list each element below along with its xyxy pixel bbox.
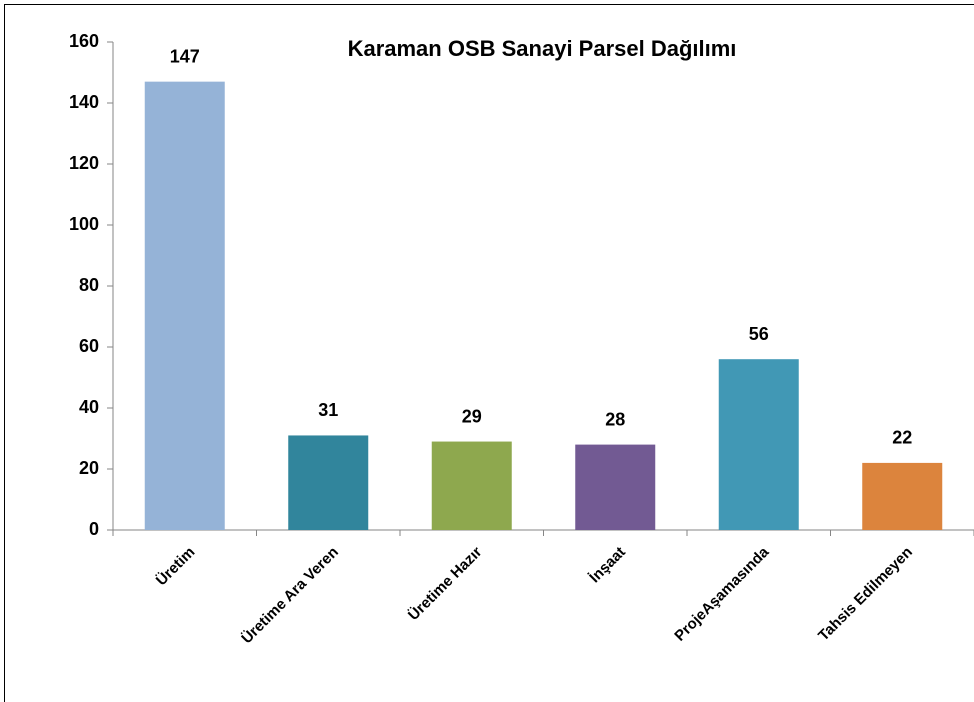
value-label: 28: [605, 409, 625, 429]
chart-title: Karaman OSB Sanayi Parsel Dağılımı: [348, 36, 737, 61]
y-tick-label: 120: [69, 153, 99, 173]
value-label: 56: [749, 324, 769, 344]
y-tick-label: 100: [69, 214, 99, 234]
bar: [862, 462, 943, 530]
bar: [431, 441, 512, 530]
value-label: 22: [892, 428, 912, 448]
x-tick-label: Üretime Ara Veren: [238, 544, 342, 648]
value-label: 147: [170, 46, 200, 66]
y-tick-label: 140: [69, 92, 99, 112]
bar: [718, 359, 799, 530]
x-tick-label: İnşaat: [586, 544, 629, 587]
y-tick-label: 160: [69, 31, 99, 51]
value-label: 29: [462, 406, 482, 426]
x-tick-label: ProjeAşamasında: [671, 543, 773, 645]
frame: [4, 4, 974, 702]
x-tick-label: Üretim: [153, 544, 199, 590]
bar: [288, 435, 369, 530]
bar: [575, 444, 656, 530]
value-label: 31: [318, 400, 338, 420]
y-tick-label: 20: [79, 458, 99, 478]
bar: [144, 81, 225, 531]
y-tick-label: 60: [79, 336, 99, 356]
y-tick-label: 40: [79, 397, 99, 417]
y-tick-label: 80: [79, 275, 99, 295]
x-tick-label: Üretime Hazır: [405, 544, 486, 625]
x-tick-label: Tahsis Edilmeyen: [815, 544, 916, 645]
y-tick-label: 0: [89, 519, 99, 539]
